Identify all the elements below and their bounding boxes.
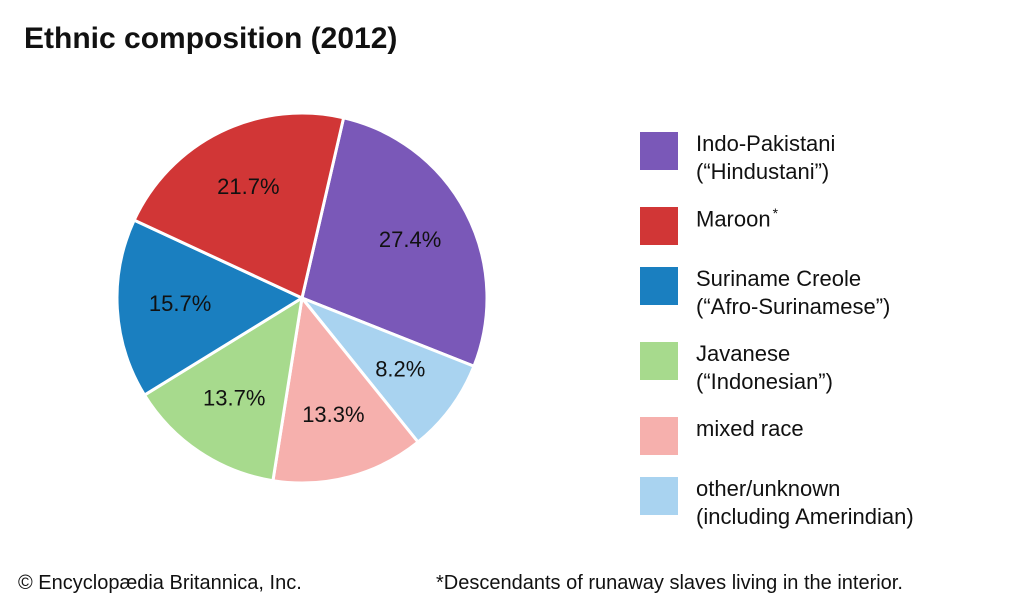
legend-item: Maroon* [640,205,1000,245]
legend-item: Javanese(“Indonesian”) [640,340,1000,395]
legend-label: Javanese(“Indonesian”) [696,340,833,395]
legend-swatch [640,417,678,455]
pie-slice-label: 13.3% [302,402,364,427]
pie-slice-label: 13.7% [203,385,265,410]
chart-title: Ethnic composition (2012) [24,22,397,56]
legend-item: mixed race [640,415,1000,455]
legend-label: Indo-Pakistani(“Hindustani”) [696,130,835,185]
pie-slice-label: 8.2% [375,356,425,381]
legend-swatch [640,267,678,305]
footnote-text: *Descendants of runaway slaves living in… [436,572,903,595]
legend-label: other/unknown(including Amerindian) [696,475,914,530]
pie-chart: 27.4% 8.2% 13.3% 13.7% 15.7% 21.7% [112,108,492,488]
legend-swatch [640,132,678,170]
legend-label: Maroon* [696,205,778,233]
legend-swatch [640,207,678,245]
legend-item: Indo-Pakistani(“Hindustani”) [640,130,1000,185]
legend-label: Suriname Creole(“Afro-Surinamese”) [696,265,890,320]
legend-swatch [640,342,678,380]
pie-slice-label: 15.7% [149,291,211,316]
pie-slice-label: 27.4% [379,227,441,252]
copyright-text: © Encyclopædia Britannica, Inc. [18,572,302,595]
pie-slice-label: 21.7% [217,174,279,199]
legend-item: Suriname Creole(“Afro-Surinamese”) [640,265,1000,320]
legend-item: other/unknown(including Amerindian) [640,475,1000,530]
legend-swatch [640,477,678,515]
legend: Indo-Pakistani(“Hindustani”) Maroon* Surin… [640,130,1000,550]
legend-label: mixed race [696,415,804,443]
